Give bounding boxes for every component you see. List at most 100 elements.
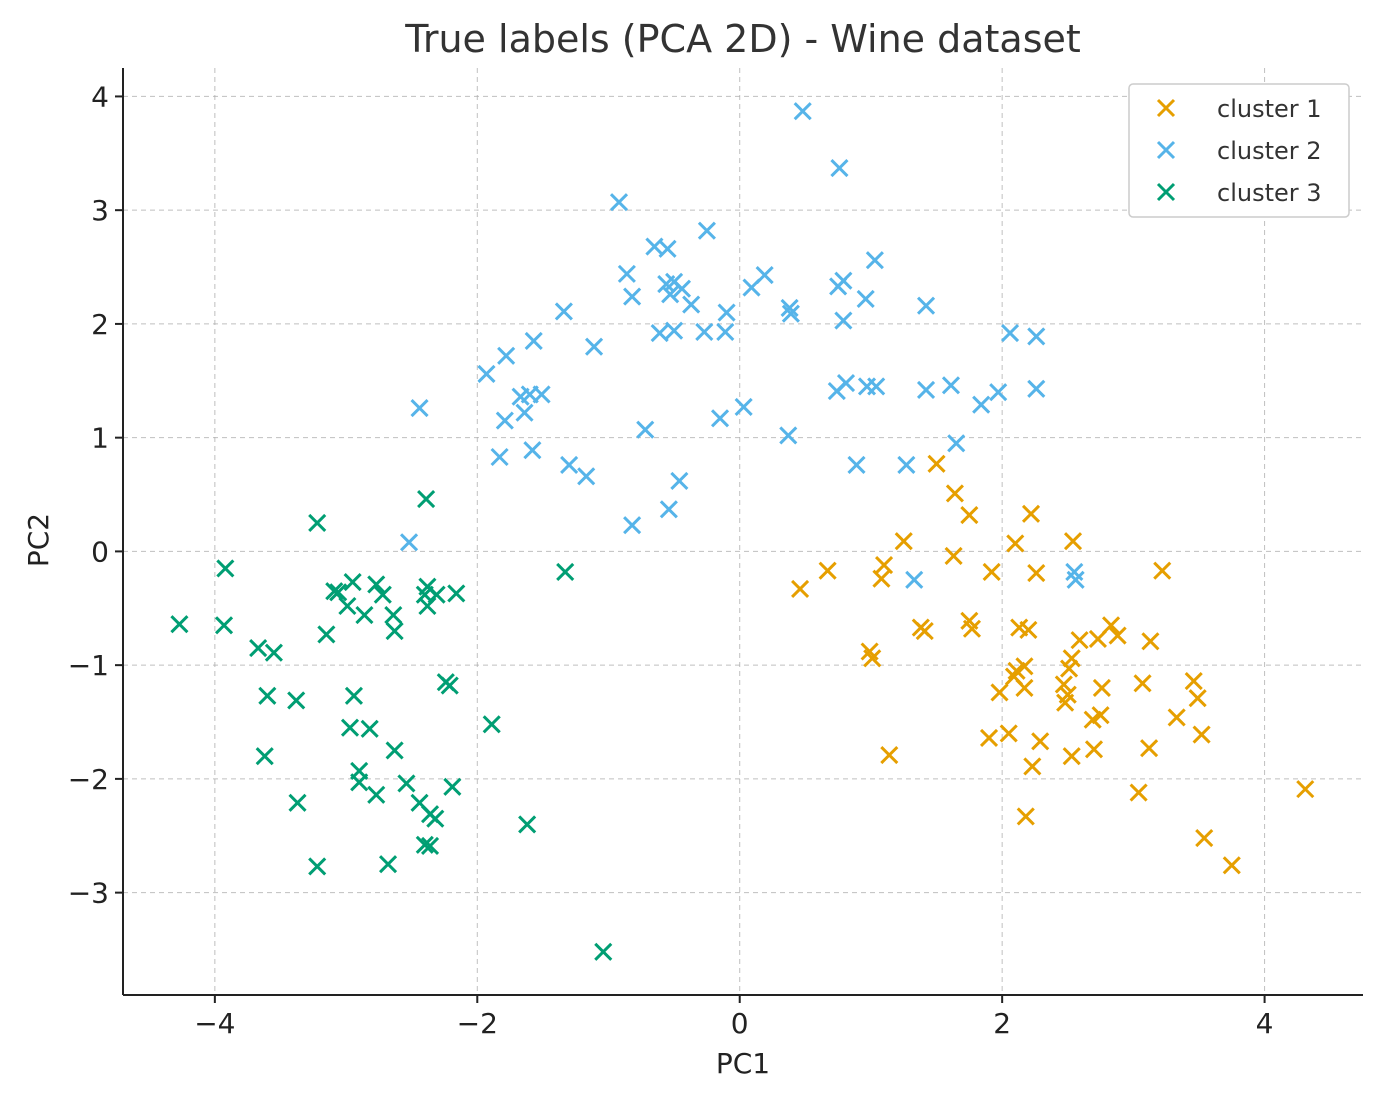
data-point [427, 585, 446, 604]
data-point [418, 596, 437, 616]
data-point [834, 271, 853, 290]
data-point [367, 785, 386, 804]
data-point [1195, 828, 1214, 848]
data-point [420, 836, 440, 856]
data-point [623, 516, 642, 535]
data-point [915, 621, 934, 641]
data-point [742, 278, 761, 297]
data-point [340, 718, 360, 737]
data-point [1060, 659, 1079, 678]
data-point [1063, 532, 1083, 551]
data-point [384, 606, 403, 625]
data-point [350, 773, 369, 792]
data-point [793, 102, 812, 121]
data-point [367, 575, 386, 594]
x-tick-label: 4 [1256, 1007, 1274, 1040]
data-point [344, 686, 364, 705]
data-point [982, 562, 1001, 581]
y-tick-label: −2 [68, 763, 109, 796]
data-point [373, 585, 392, 604]
data-point [338, 596, 357, 616]
data-point [577, 467, 596, 486]
data-point [1192, 725, 1211, 744]
data-point [1133, 674, 1152, 693]
axes [122, 68, 1363, 996]
data-point [697, 221, 716, 240]
data-point [880, 745, 899, 765]
data-point [897, 455, 916, 475]
x-tick-label: 2 [993, 1007, 1011, 1040]
data-point [863, 649, 882, 668]
data-point [650, 323, 669, 343]
data-point [317, 625, 336, 644]
x-axis-label: PC1 [716, 1047, 770, 1080]
series-2 [399, 102, 1085, 589]
data-point [1027, 379, 1046, 398]
y-axis-label: PC2 [22, 513, 55, 567]
data-point [716, 322, 735, 341]
data-point [989, 383, 1008, 402]
data-point [927, 454, 946, 473]
y-tick-label: 1 [91, 422, 109, 455]
data-point [945, 484, 964, 503]
data-point [779, 426, 798, 445]
data-point [941, 376, 961, 395]
data-point [916, 380, 936, 399]
y-tick-label: 3 [91, 194, 109, 227]
data-point [1092, 678, 1111, 697]
x-tick-label: 0 [731, 1007, 749, 1040]
data-point [518, 815, 537, 834]
data-point [1141, 632, 1160, 651]
data-point [554, 302, 573, 321]
data-point [325, 582, 344, 601]
legend-marker [1156, 182, 1176, 202]
data-point [477, 364, 496, 384]
data-point [830, 159, 849, 178]
data-point [944, 546, 963, 566]
data-point [791, 579, 810, 599]
data-point [1088, 629, 1108, 649]
data-points [170, 102, 1315, 961]
axis-ticks: −4 −2 0 2 4 −3 −2 −1 0 1 2 3 4 [68, 80, 1274, 1040]
data-point [695, 322, 714, 341]
data-point [960, 505, 979, 525]
data-point [560, 455, 579, 475]
data-point [867, 377, 886, 396]
data-point [523, 441, 542, 460]
data-point [255, 747, 274, 766]
x-tick-label: −4 [194, 1007, 235, 1040]
data-point [594, 942, 613, 961]
data-point [216, 559, 235, 578]
data-point [329, 583, 348, 602]
data-point [962, 619, 982, 638]
data-point [916, 296, 936, 315]
data-point [447, 584, 466, 603]
data-point [1129, 783, 1148, 802]
data-point [1027, 327, 1046, 346]
data-point [990, 683, 1009, 702]
data-point [170, 615, 189, 634]
data-point [847, 455, 866, 475]
data-point [532, 385, 551, 404]
data-point [585, 337, 604, 356]
data-point [1054, 675, 1073, 694]
data-point [308, 857, 327, 876]
y-tick-label: −3 [68, 877, 109, 910]
data-point [214, 616, 234, 635]
data-point [385, 621, 404, 641]
y-tick-label: 4 [91, 80, 109, 113]
data-point [556, 562, 575, 581]
data-point [1222, 856, 1241, 875]
data-point [865, 251, 884, 270]
data-point [1027, 563, 1046, 583]
series-1 [791, 454, 1315, 875]
legend-label: cluster 1 [1217, 95, 1322, 123]
data-point [979, 728, 999, 748]
data-point [682, 295, 701, 314]
data-point [1108, 626, 1127, 645]
data-point [781, 304, 800, 323]
data-point [417, 490, 436, 509]
data-point [308, 513, 327, 533]
data-point [717, 303, 736, 322]
